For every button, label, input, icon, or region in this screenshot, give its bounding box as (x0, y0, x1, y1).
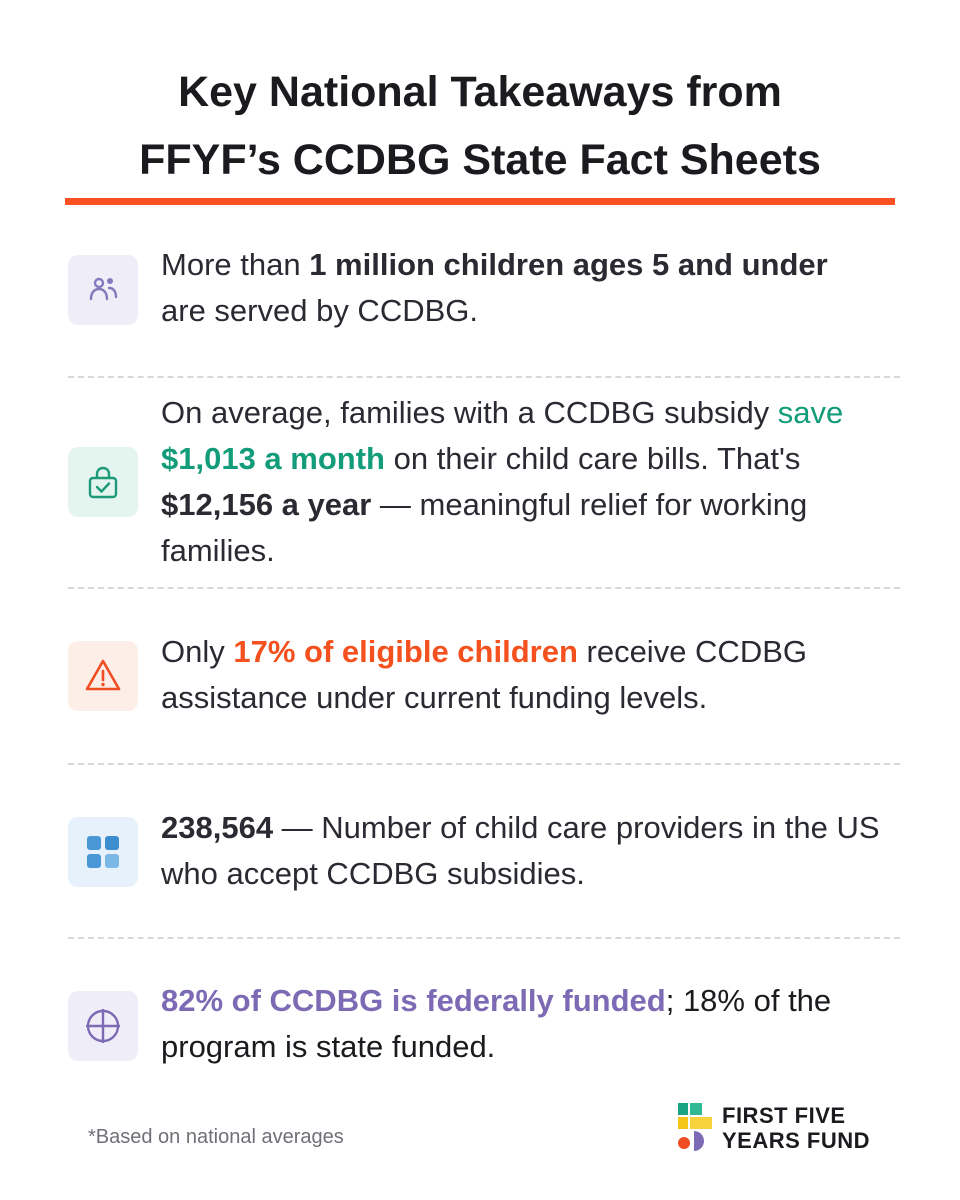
people-icon (68, 255, 138, 325)
page-title: Key National Takeaways from FFYF’s CCDBG… (0, 58, 960, 194)
divider (68, 587, 900, 589)
grid-icon (68, 817, 138, 887)
footnote: *Based on national averages (88, 1126, 344, 1148)
ffyf-logo-mark (678, 1103, 712, 1151)
divider (68, 763, 900, 765)
logo-line-1: FIRST FIVE (722, 1103, 846, 1128)
lock-check-icon (68, 447, 138, 517)
crosshair-icon (68, 991, 138, 1061)
takeaway-text: Only 17% of eligible children receive CC… (161, 634, 807, 715)
title-line-1: Key National Takeaways from (178, 68, 782, 116)
takeaway-text: On average, families with a CCDBG subsid… (161, 395, 844, 568)
logo-line-2: YEARS FUND (722, 1128, 871, 1153)
title-underline (65, 198, 895, 205)
takeaway-text: 82% of CCDBG is federally funded; 18% of… (161, 983, 832, 1064)
takeaway-text: More than 1 million children ages 5 and … (161, 247, 828, 328)
warning-icon (68, 641, 138, 711)
title-line-2: FFYF’s CCDBG State Fact Sheets (139, 136, 821, 184)
ffyf-logo: FIRST FIVE YEARS FUND (678, 1103, 908, 1153)
divider (68, 376, 900, 378)
divider (68, 937, 900, 939)
takeaway-text: 238,564 — Number of child care providers… (161, 810, 880, 891)
